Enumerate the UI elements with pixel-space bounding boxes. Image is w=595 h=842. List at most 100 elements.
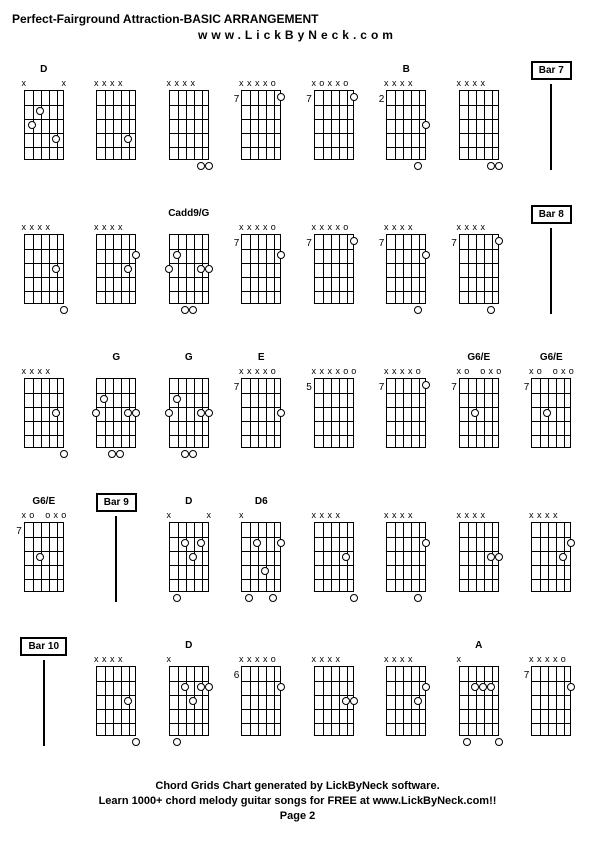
- chord-grid: [161, 366, 217, 458]
- mute-marker: x: [100, 222, 108, 232]
- mute-marker: x: [471, 78, 479, 88]
- below-open-dot: [414, 594, 422, 602]
- finger-dot: [165, 409, 173, 417]
- mute-marker: x: [261, 654, 269, 664]
- mute-marker: x: [28, 222, 36, 232]
- chord-grid: xxxx: [16, 366, 72, 458]
- mute-marker: x: [28, 366, 36, 376]
- chord-grid: xxxxo7: [306, 222, 362, 314]
- mute-marker: x: [20, 222, 28, 232]
- mute-marker: x: [20, 510, 28, 520]
- chord-diagram: G6/Exooxo7: [520, 352, 584, 458]
- mute-marker: x: [382, 78, 390, 88]
- mute-marker: x: [205, 510, 213, 520]
- below-open-dot: [108, 450, 116, 458]
- finger-dot: [253, 539, 261, 547]
- chord-row: G6/Exooxo7Bar 9DxxD6xxxxxxxxxxxxxxxxx: [12, 482, 583, 602]
- mute-marker: x: [406, 366, 414, 376]
- chord-grid: x: [233, 510, 289, 602]
- mute-marker: x: [463, 78, 471, 88]
- page-title: Perfect-Fairground Attraction-BASIC ARRA…: [12, 12, 583, 26]
- mute-marker: x: [36, 222, 44, 232]
- mute-marker: x: [398, 78, 406, 88]
- mute-marker: x: [261, 366, 269, 376]
- open-marker: o: [269, 366, 277, 376]
- chord-diagram: xxxxo6: [230, 640, 294, 746]
- mute-marker: x: [455, 222, 463, 232]
- finger-dot: [173, 395, 181, 403]
- mute-marker: x: [310, 654, 318, 664]
- chord-diagram: xxxx: [85, 64, 149, 170]
- mute-marker: x: [165, 654, 173, 664]
- fret-start-label: 2: [376, 94, 384, 105]
- chord-grid: x: [161, 654, 217, 746]
- bar-label: Bar 8: [531, 205, 572, 224]
- finger-dot: [205, 409, 213, 417]
- mute-marker: x: [479, 222, 487, 232]
- mute-marker: x: [318, 654, 326, 664]
- below-open-dot: [173, 594, 181, 602]
- chord-diagram: xxxx: [85, 208, 149, 314]
- bar-line: [550, 84, 552, 170]
- mute-marker: x: [382, 510, 390, 520]
- chord-diagram: xxxx: [12, 352, 76, 458]
- finger-dot: [181, 683, 189, 691]
- chord-diagram: G6/Exooxo7: [447, 352, 511, 458]
- mute-marker: x: [334, 510, 342, 520]
- open-marker: o: [559, 654, 567, 664]
- finger-dot: [28, 121, 36, 129]
- mute-marker: x: [326, 654, 334, 664]
- chord-grid: xxxx2: [378, 78, 434, 170]
- finger-dot: [92, 409, 100, 417]
- chord-grid: xx: [161, 510, 217, 602]
- mute-marker: x: [527, 510, 535, 520]
- chord-row: Dxxxxxxxxxxxxxxo7xoxxo7Bxxxx2xxxxBar 7: [12, 50, 583, 170]
- mute-marker: x: [237, 366, 245, 376]
- chord-diagram: xxxx: [447, 64, 511, 170]
- chord-diagram: xoxxo7: [302, 64, 366, 170]
- mute-marker: x: [237, 78, 245, 88]
- chord-grid: xxxxo7: [233, 366, 289, 458]
- mute-marker: x: [44, 222, 52, 232]
- mute-marker: x: [310, 510, 318, 520]
- finger-dot: [567, 539, 575, 547]
- chord-name: A: [475, 640, 482, 652]
- below-open-dot: [487, 162, 495, 170]
- mute-marker: x: [52, 510, 60, 520]
- below-open-dot: [245, 594, 253, 602]
- bar-label: Bar 9: [96, 493, 137, 512]
- below-open-dot: [495, 162, 503, 170]
- fret-start-label: 7: [449, 238, 457, 249]
- mute-marker: x: [535, 654, 543, 664]
- mute-marker: x: [261, 78, 269, 88]
- chord-diagram: Exxxxo7: [230, 352, 294, 458]
- chord-diagram: G6/Exooxo7: [12, 496, 76, 602]
- chord-grid: xxxx: [523, 510, 579, 602]
- chord-name: G6/E: [467, 352, 490, 364]
- chord-diagram: xxxxo7: [230, 64, 294, 170]
- finger-dot: [422, 121, 430, 129]
- open-marker: o: [535, 366, 543, 376]
- chord-diagram: Dxx: [12, 64, 76, 170]
- chord-row: xxxxxxxxCadd9/Gxxxxo7xxxxo7xxxx7xxxx7Bar…: [12, 194, 583, 314]
- mute-marker: x: [406, 654, 414, 664]
- finger-dot: [414, 697, 422, 705]
- bar-marker: Bar 9: [85, 493, 149, 602]
- chord-grid: xxxxo6: [233, 654, 289, 746]
- chord-grid: xxxx: [88, 654, 144, 746]
- open-marker: o: [44, 510, 52, 520]
- mute-marker: x: [487, 366, 495, 376]
- chord-grid: xooxo7: [523, 366, 579, 458]
- mute-marker: x: [471, 222, 479, 232]
- chord-grid: xxxxo7: [233, 222, 289, 314]
- chord-name: G: [185, 352, 193, 364]
- mute-marker: x: [406, 510, 414, 520]
- open-marker: o: [269, 654, 277, 664]
- chord-grid: xxxx: [306, 654, 362, 746]
- finger-dot: [543, 409, 551, 417]
- mute-marker: x: [20, 78, 28, 88]
- chord-name: G6/E: [32, 496, 55, 508]
- chord-grid: xxxxo7: [523, 654, 579, 746]
- finger-dot: [36, 553, 44, 561]
- mute-marker: x: [253, 78, 261, 88]
